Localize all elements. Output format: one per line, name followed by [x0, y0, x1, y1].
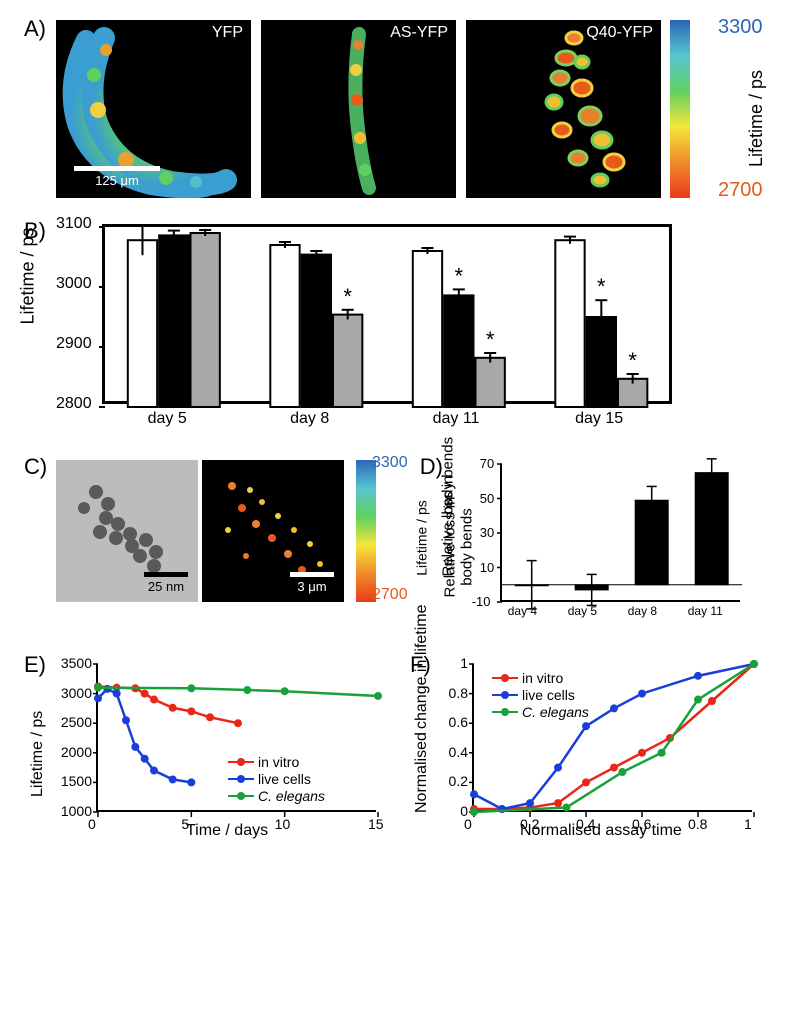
legend-f: in vitrolive cellsC. elegans [492, 670, 589, 721]
panel-d: D) Relative loss inbody bends body bends… [420, 460, 771, 630]
svg-text:*: * [597, 274, 606, 299]
svg-text:*: * [455, 263, 464, 288]
flim-yfp: YFP 125 μm [56, 20, 251, 198]
svg-text:*: * [486, 327, 495, 352]
flim-c-image: 3 μm [202, 460, 344, 602]
scalebar-a: 125 μm [74, 166, 160, 188]
panel-e: E) Time / days Lifetime / ps in vitroliv… [18, 658, 390, 848]
panel-f: F) Normalised assay time change in lifet… [410, 658, 782, 848]
scalebar-tem: 25 nm [144, 572, 188, 594]
tem-image: 25 nm [56, 460, 198, 602]
legend-e: in vitrolive cellsC. elegans [228, 754, 325, 805]
panel-e-label: E) [24, 652, 46, 678]
colorbar-a: 3300 2700 Lifetime / ps [662, 20, 772, 198]
panel-a-label: A) [24, 16, 46, 42]
svg-text:*: * [343, 284, 352, 309]
flim-as-yfp: AS-YFP [261, 20, 456, 198]
panel-a: A) YFP 125 μm [18, 20, 782, 198]
panel-b-ylabel: Lifetime / ps [18, 227, 39, 324]
panel-c: C) 25 nm [18, 460, 415, 630]
flim-q40-yfp: Q40-YFP [466, 20, 661, 198]
panel-b: B) Lifetime / ps ***** day 5day 8day 11d… [18, 224, 782, 424]
scalebar-flim-c: 3 μm [290, 572, 334, 594]
panel-c-label: C) [24, 454, 47, 480]
bar-chart-b: * * * * * [102, 224, 672, 404]
svg-text:*: * [628, 348, 637, 373]
figure: A) YFP 125 μm [18, 20, 782, 848]
bar-chart-d [500, 464, 740, 602]
